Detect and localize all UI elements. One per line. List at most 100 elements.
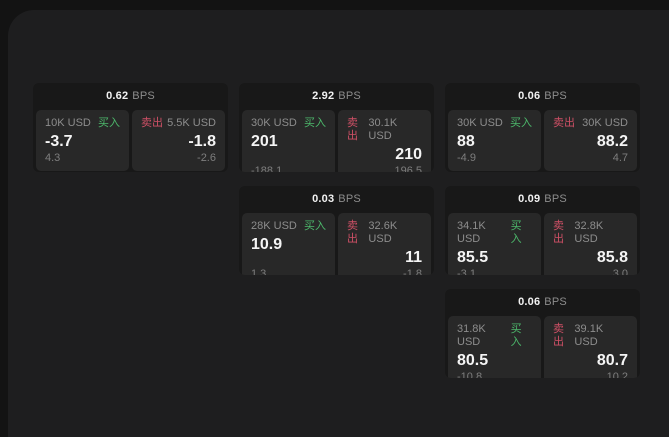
quote-card-body: 31.8K USD 买入 80.5 -10.8 卖出 39.1K USD 80.… — [445, 316, 640, 378]
bps-unit-label: BPS — [338, 90, 361, 102]
bps-unit-label: BPS — [544, 90, 567, 102]
sell-price: 80.7 — [596, 352, 628, 369]
buy-tile-top: 31.8K USD 买入 — [457, 323, 532, 349]
buy-tile[interactable]: 10K USD 买入 -3.7 4.3 — [36, 110, 129, 171]
buy-tile[interactable]: 30K USD 买入 88 -4.9 — [448, 110, 541, 171]
bps-unit-label: BPS — [544, 296, 567, 308]
sell-tile-top: 卖出 30.1K USD — [347, 117, 422, 143]
sell-delta: 3.0 — [612, 268, 628, 275]
buy-side-label: 买入 — [510, 220, 522, 245]
sell-delta: -1.8 — [403, 268, 422, 275]
bps-value: 0.06 — [518, 90, 541, 102]
sell-tile-top: 卖出 32.6K USD — [347, 220, 422, 246]
bps-value: 2.92 — [312, 90, 335, 102]
sell-tile-top: 卖出 39.1K USD — [553, 323, 628, 349]
quote-card-body: 30K USD 买入 88 -4.9 卖出 30K USD 88.2 4.7 — [445, 110, 640, 172]
buy-tile[interactable]: 31.8K USD 买入 80.5 -10.8 — [448, 316, 541, 378]
bps-unit-label: BPS — [338, 193, 361, 205]
buy-price: -3.7 — [45, 133, 73, 150]
buy-tile[interactable]: 30K USD 买入 201 -188.1 — [242, 110, 335, 172]
buy-price: 88 — [457, 133, 475, 150]
sell-size: 39.1K USD — [574, 323, 604, 348]
buy-tile[interactable]: 34.1K USD 买入 85.5 -3.1 — [448, 213, 541, 275]
buy-delta: -3.1 — [457, 268, 476, 275]
sell-delta: 196.5 — [394, 165, 422, 172]
sell-delta: -2.6 — [197, 152, 216, 164]
bps-value: 0.62 — [106, 90, 129, 102]
buy-delta: 1.3 — [251, 268, 267, 275]
sell-side-label: 卖出 — [553, 117, 575, 129]
quote-card: 0.06 BPS 31.8K USD 买入 80.5 -10.8 卖出 39.1K… — [445, 289, 640, 378]
bps-unit-label: BPS — [132, 90, 155, 102]
quote-card: 2.92 BPS 30K USD 买入 201 -188.1 卖出 30.1K U… — [239, 83, 434, 172]
sell-tile[interactable]: 卖出 32.8K USD 85.8 3.0 — [544, 213, 637, 275]
sell-size: 30K USD — [582, 117, 628, 129]
sell-tile-top: 卖出 5.5K USD — [141, 117, 216, 130]
buy-side-label: 买入 — [304, 117, 326, 129]
quote-card-body: 30K USD 买入 201 -188.1 卖出 30.1K USD 210 1… — [239, 110, 434, 172]
quote-card-body: 34.1K USD 买入 85.5 -3.1 卖出 32.8K USD 85.8… — [445, 213, 640, 275]
bps-header: 0.62 BPS — [33, 83, 228, 110]
buy-size: 30K USD — [457, 117, 503, 129]
buy-tile-top: 34.1K USD 买入 — [457, 220, 532, 246]
buy-tile-top: 30K USD 买入 — [251, 117, 326, 130]
buy-side-label: 买入 — [510, 323, 522, 348]
buy-price: 85.5 — [457, 249, 489, 266]
sell-price: 88.2 — [596, 133, 628, 150]
buy-tile[interactable]: 28K USD 买入 10.9 1.3 — [242, 213, 335, 275]
buy-tile-top: 30K USD 买入 — [457, 117, 532, 130]
buy-tile-top: 28K USD 买入 — [251, 220, 326, 233]
sell-tile[interactable]: 卖出 32.6K USD 11 -1.8 — [338, 213, 431, 275]
buy-size: 31.8K USD — [457, 323, 486, 348]
sell-price: 11 — [405, 249, 422, 266]
sell-delta: 10.2 — [606, 371, 628, 378]
buy-size: 28K USD — [251, 220, 297, 232]
sell-price: 210 — [395, 146, 422, 163]
sell-price: 85.8 — [596, 249, 628, 266]
sell-tile[interactable]: 卖出 30K USD 88.2 4.7 — [544, 110, 637, 171]
quote-card-body: 10K USD 买入 -3.7 4.3 卖出 5.5K USD -1.8 -2.… — [33, 110, 228, 172]
quote-card: 0.03 BPS 28K USD 买入 10.9 1.3 卖出 32.6K USD… — [239, 186, 434, 275]
quote-card: 0.62 BPS 10K USD 买入 -3.7 4.3 卖出 5.5K USD … — [33, 83, 228, 172]
buy-size: 10K USD — [45, 117, 91, 129]
buy-size: 34.1K USD — [457, 220, 486, 245]
sell-tile[interactable]: 卖出 30.1K USD 210 196.5 — [338, 110, 431, 172]
bps-value: 0.09 — [518, 193, 541, 205]
bps-value: 0.06 — [518, 296, 541, 308]
sell-tile-top: 卖出 32.8K USD — [553, 220, 628, 246]
buy-price: 80.5 — [457, 352, 489, 369]
sell-size: 32.6K USD — [368, 220, 398, 245]
sell-size: 5.5K USD — [167, 117, 216, 129]
sell-delta: 4.7 — [612, 152, 628, 164]
sell-side-label: 卖出 — [141, 117, 163, 129]
sell-tile[interactable]: 卖出 5.5K USD -1.8 -2.6 — [132, 110, 225, 171]
sell-size: 32.8K USD — [574, 220, 604, 245]
sell-size: 30.1K USD — [368, 117, 398, 142]
buy-side-label: 买入 — [510, 117, 532, 129]
buy-delta: -10.8 — [457, 371, 483, 378]
sell-side-label: 卖出 — [553, 220, 564, 245]
buy-price: 201 — [251, 133, 278, 150]
buy-price: 10.9 — [251, 236, 283, 253]
sell-side-label: 卖出 — [347, 220, 358, 245]
quotes-panel: 0.62 BPS 10K USD 买入 -3.7 4.3 卖出 5.5K USD … — [8, 10, 669, 437]
buy-tile-top: 10K USD 买入 — [45, 117, 120, 130]
sell-tile-top: 卖出 30K USD — [553, 117, 628, 130]
sell-side-label: 卖出 — [553, 323, 564, 348]
sell-side-label: 卖出 — [347, 117, 358, 142]
quote-card-body: 28K USD 买入 10.9 1.3 卖出 32.6K USD 11 -1.8 — [239, 213, 434, 275]
quote-cards-grid: 0.62 BPS 10K USD 买入 -3.7 4.3 卖出 5.5K USD … — [33, 83, 640, 378]
bps-value: 0.03 — [312, 193, 335, 205]
bps-header: 0.09 BPS — [445, 186, 640, 213]
bps-unit-label: BPS — [544, 193, 567, 205]
bps-header: 0.03 BPS — [239, 186, 434, 213]
bps-header: 0.06 BPS — [445, 289, 640, 316]
sell-tile[interactable]: 卖出 39.1K USD 80.7 10.2 — [544, 316, 637, 378]
bps-header: 0.06 BPS — [445, 83, 640, 110]
buy-delta: 4.3 — [45, 152, 61, 164]
quote-card: 0.09 BPS 34.1K USD 买入 85.5 -3.1 卖出 32.8K … — [445, 186, 640, 275]
buy-delta: -188.1 — [251, 165, 283, 172]
bps-header: 2.92 BPS — [239, 83, 434, 110]
buy-side-label: 买入 — [98, 117, 120, 129]
buy-size: 30K USD — [251, 117, 297, 129]
